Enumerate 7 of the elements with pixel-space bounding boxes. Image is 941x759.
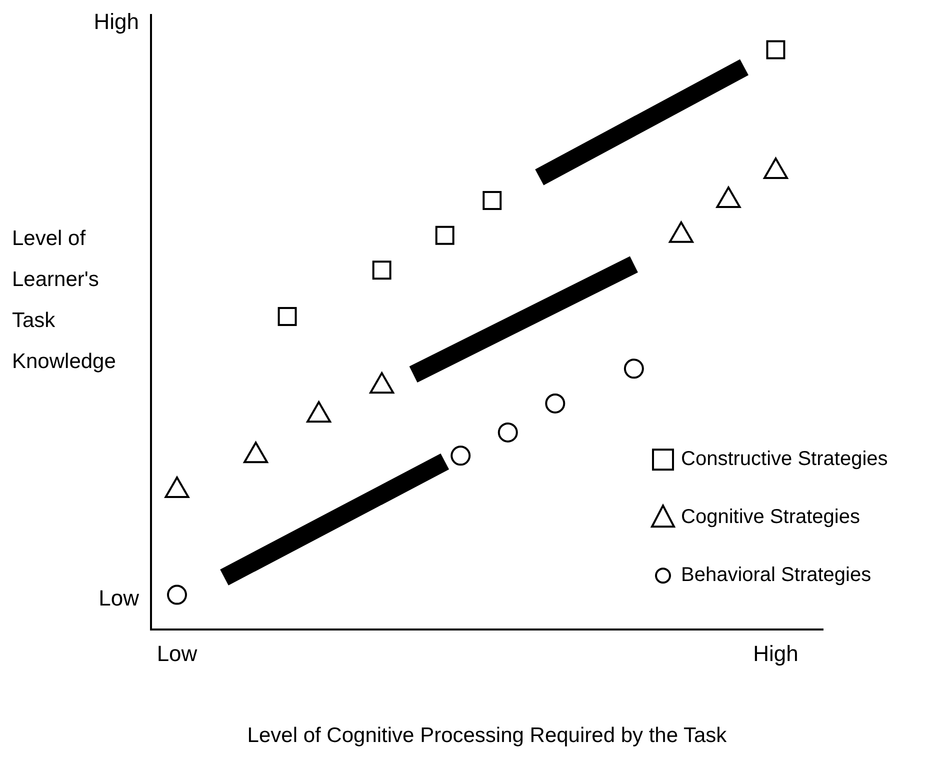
- legend-label: Behavioral Strategies: [681, 564, 872, 586]
- y-axis-title: Level of Learner's Task Knowledge: [12, 226, 117, 375]
- legend-label: Cognitive Strategies: [681, 506, 860, 528]
- text: High: [94, 9, 139, 34]
- x-axis-title: Level of Cognitive Processing Required by the Task: [246, 724, 728, 748]
- legend-label: Constructive Strategies: [681, 448, 888, 470]
- text: Low: [98, 586, 140, 611]
